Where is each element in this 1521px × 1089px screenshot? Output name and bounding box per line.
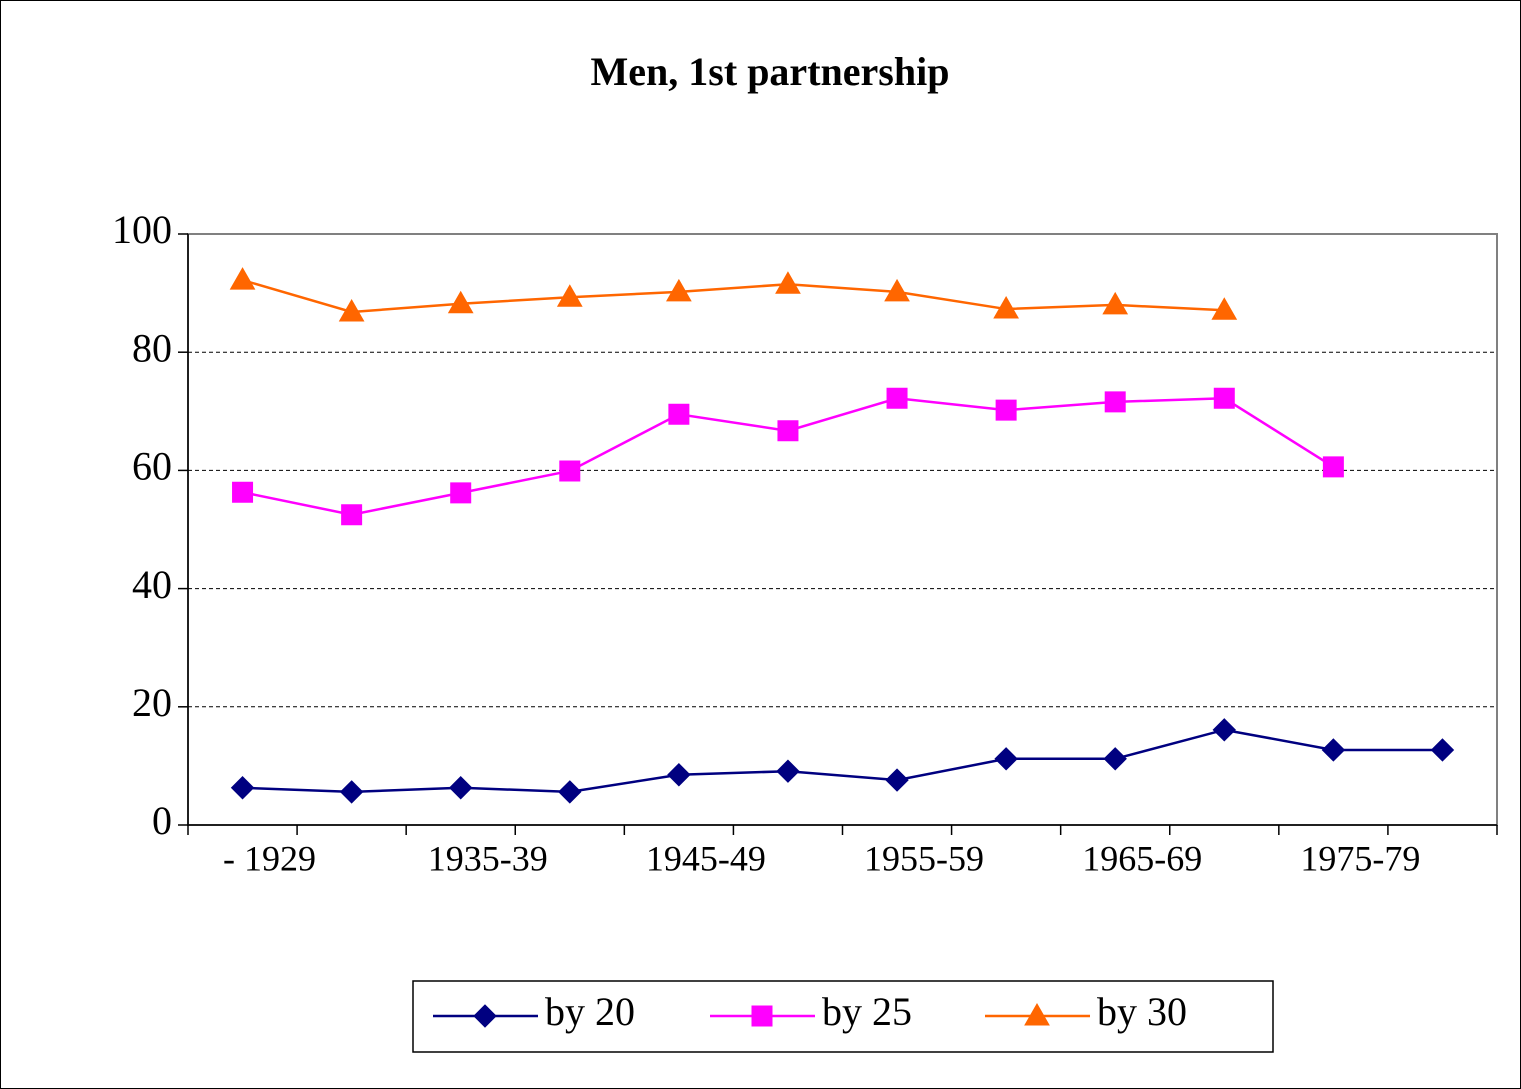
legend: by 20 by 25 by 30 [412, 980, 1274, 1053]
legend-label: by 30 [1097, 989, 1187, 1034]
marker [884, 278, 910, 302]
marker [1024, 1002, 1050, 1026]
legend-box [412, 980, 1274, 1053]
series-line [242, 728, 1443, 794]
marker [775, 271, 801, 294]
marker [1103, 747, 1127, 771]
marker [232, 481, 254, 503]
marker [556, 284, 583, 307]
marker [995, 399, 1017, 421]
marker [1211, 297, 1238, 320]
marker [558, 780, 582, 804]
x-tick-label: 1945-49 [646, 838, 766, 878]
marker [1102, 291, 1129, 315]
marker [886, 387, 908, 409]
marker [339, 780, 364, 804]
marker [230, 776, 255, 800]
marker [473, 1004, 497, 1028]
marker [447, 290, 474, 314]
y-tick-label: 20 [132, 680, 172, 725]
marker [1212, 718, 1236, 742]
marker [885, 768, 909, 792]
marker [1213, 387, 1235, 409]
marker [449, 776, 473, 800]
y-tick-label: 0 [152, 798, 172, 843]
marker [338, 299, 365, 322]
marker [1321, 738, 1346, 762]
legend-label: by 25 [822, 989, 912, 1034]
x-tick-label: 1955-59 [864, 838, 984, 878]
marker [667, 763, 691, 787]
marker [1104, 391, 1126, 413]
legend-label: by 20 [545, 989, 635, 1034]
marker [668, 403, 690, 425]
y-tick-label: 80 [132, 325, 172, 370]
y-tick-label: 100 [112, 207, 172, 252]
series-line [242, 278, 1225, 314]
marker [751, 1005, 773, 1027]
marker [229, 267, 256, 290]
marker [341, 504, 363, 526]
marker [559, 460, 581, 482]
marker [776, 759, 800, 783]
x-tick-label: 1935-39 [428, 838, 548, 878]
marker [777, 420, 799, 442]
marker [994, 747, 1018, 771]
x-tick-label: 1965-69 [1082, 838, 1202, 878]
chart-title: Men, 1st partnership [591, 49, 950, 94]
marker [666, 278, 692, 302]
marker [993, 296, 1019, 319]
y-tick-label: 40 [132, 562, 172, 607]
x-tick-label: - 1929 [223, 838, 316, 878]
x-tick-label: 1975-79 [1300, 838, 1420, 878]
marker [450, 482, 472, 504]
marker [1430, 738, 1455, 762]
marker [1322, 456, 1344, 478]
y-tick-label: 60 [132, 444, 172, 489]
